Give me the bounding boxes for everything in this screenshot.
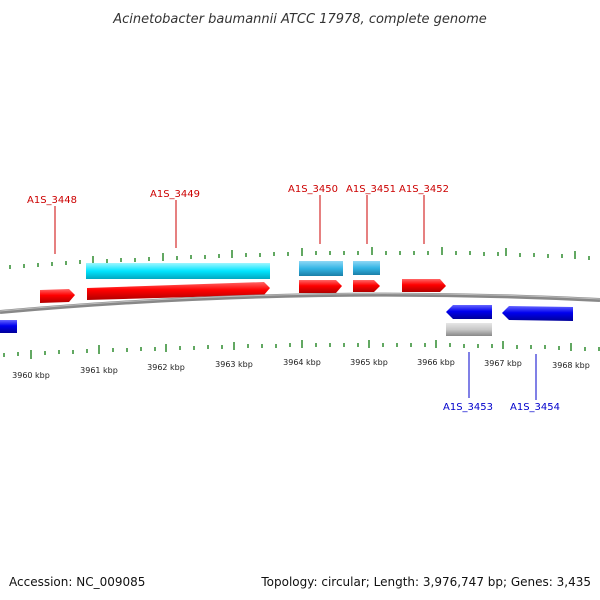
cds-A1S_3450[interactable]	[299, 261, 343, 276]
kbp-label: 3964 kbp	[283, 358, 321, 367]
gene-label-A1S_3451[interactable]: A1S_3451	[346, 184, 396, 195]
gene-A1S_3454[interactable]	[502, 306, 573, 321]
kbp-label: 3965 kbp	[350, 358, 388, 367]
forward-cds-track	[86, 261, 380, 279]
kbp-scale: 3960 kbp 3961 kbp 3962 kbp 3963 kbp 3964…	[12, 358, 590, 380]
cds-A1S_3451[interactable]	[353, 261, 380, 275]
accession-text: Accession: NC_009085	[9, 575, 145, 589]
reverse-gene-track	[0, 305, 573, 336]
gene-label-A1S_3450[interactable]: A1S_3450	[288, 184, 338, 195]
gene-A1S_3453[interactable]	[446, 305, 492, 319]
gene-label-A1S_3449[interactable]: A1S_3449	[150, 189, 200, 200]
forward-gene-labels: A1S_3448 A1S_3449 A1S_3450 A1S_3451 A1S_…	[27, 184, 449, 254]
kbp-label: 3966 kbp	[417, 358, 455, 367]
reverse-gene-labels: A1S_3453 A1S_3454	[443, 352, 560, 413]
gene-label-A1S_3448[interactable]: A1S_3448	[27, 195, 77, 206]
forward-gene-track	[40, 279, 446, 303]
gene-label-A1S_3453[interactable]: A1S_3453	[443, 402, 493, 413]
gene-A1S_3451[interactable]	[353, 280, 380, 292]
kbp-label: 3967 kbp	[484, 359, 522, 368]
topology-text: Topology: circular; Length: 3,976,747 bp…	[260, 575, 591, 589]
gene-label-A1S_3452[interactable]: A1S_3452	[399, 184, 449, 195]
map-title: Acinetobacter baumannii ATCC 17978, comp…	[112, 12, 487, 27]
backbone-highlight	[0, 293, 600, 312]
gene-label-A1S_3454[interactable]: A1S_3454	[510, 402, 560, 413]
kbp-label: 3963 kbp	[215, 360, 253, 369]
cds-A1S_3449[interactable]	[86, 263, 270, 279]
outer-tick-row	[9, 247, 590, 269]
genome-backbone	[0, 292, 600, 314]
inner-tick-row	[3, 340, 600, 359]
gene-A1S_3448[interactable]	[40, 289, 75, 303]
kbp-label: 3968 kbp	[552, 361, 590, 370]
kbp-label: 3962 kbp	[147, 363, 185, 372]
gene-A1S_3449[interactable]	[87, 282, 270, 300]
kbp-label: 3960 kbp	[12, 371, 50, 380]
feature-A1S_3453-gray[interactable]	[446, 323, 492, 336]
gene-A1S_3452[interactable]	[402, 279, 446, 292]
gene-partial-left[interactable]	[0, 320, 17, 333]
gene-A1S_3450[interactable]	[299, 280, 342, 293]
kbp-label: 3961 kbp	[80, 366, 118, 375]
